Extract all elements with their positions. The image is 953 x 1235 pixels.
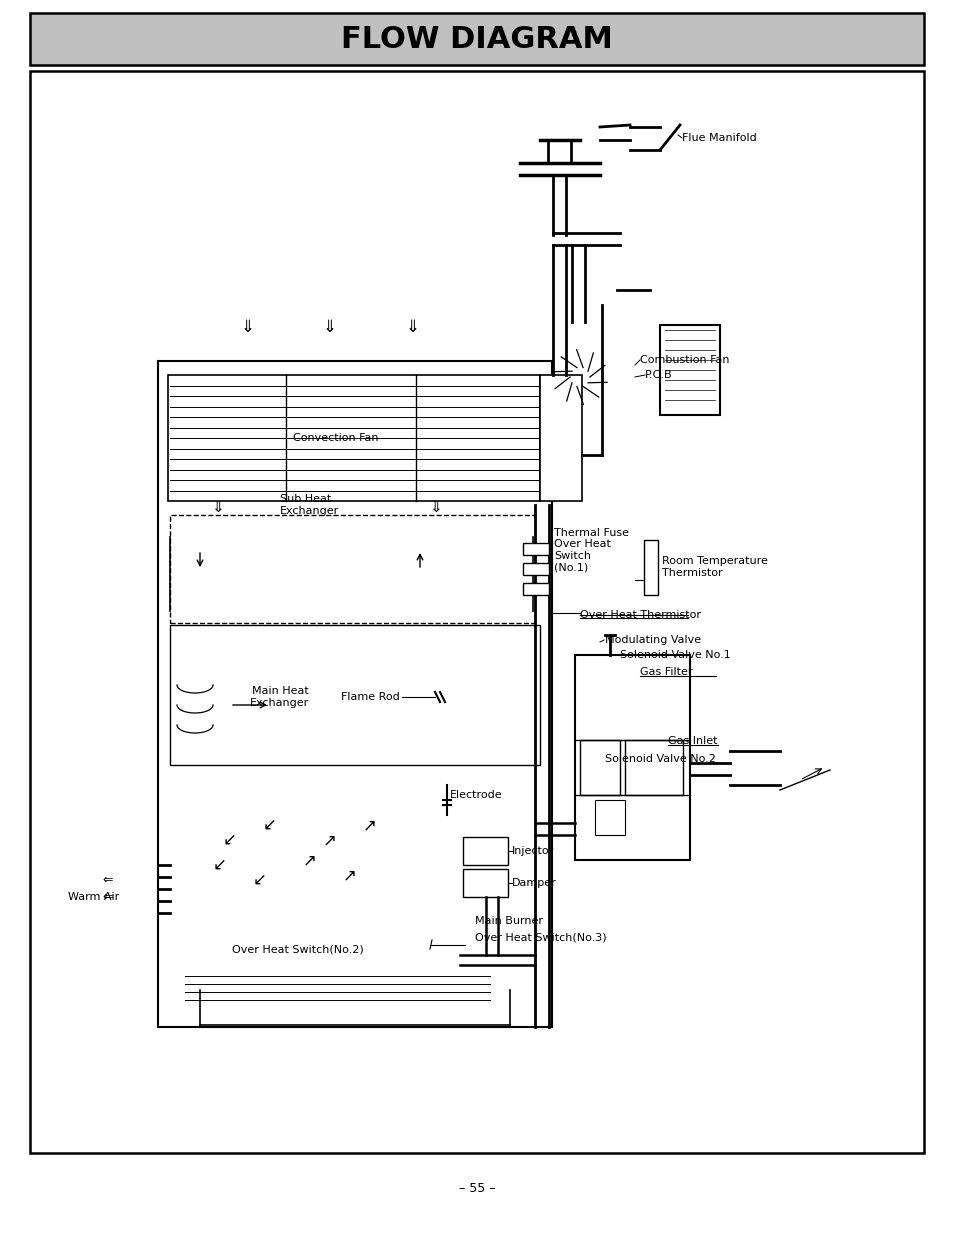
Bar <box>579 740 619 795</box>
Text: Gas Filter: Gas Filter <box>639 667 692 677</box>
Text: Solenoid Valve No.1: Solenoid Valve No.1 <box>619 650 730 659</box>
Circle shape <box>570 367 589 387</box>
Text: ↙: ↙ <box>253 871 267 889</box>
Text: ⇐: ⇐ <box>103 873 113 887</box>
Text: ⇓: ⇓ <box>241 317 254 336</box>
Text: ⇓: ⇓ <box>323 317 336 336</box>
Bar <box>170 625 539 764</box>
Text: ⇓: ⇓ <box>429 499 442 515</box>
Text: Solenoid Valve No.2: Solenoid Valve No.2 <box>604 755 715 764</box>
Text: – 55 –: – 55 – <box>458 1182 495 1194</box>
Text: ↗: ↗ <box>303 851 316 869</box>
Bar <box>575 655 689 860</box>
Circle shape <box>599 764 616 781</box>
Bar <box>462 869 507 897</box>
Text: Main Heat
Exchanger: Main Heat Exchanger <box>250 687 310 708</box>
Text: ⇐: ⇐ <box>103 890 113 904</box>
Bar <box>158 361 552 1028</box>
Bar <box>624 740 682 795</box>
Text: Sub Heat
Exchanger: Sub Heat Exchanger <box>280 494 339 516</box>
Text: Flame Rod: Flame Rod <box>341 692 399 701</box>
Text: ↗: ↗ <box>343 866 356 884</box>
Circle shape <box>524 322 635 432</box>
Text: ↗: ↗ <box>323 831 336 848</box>
Text: Injector: Injector <box>512 846 554 856</box>
Circle shape <box>549 347 610 408</box>
Bar <box>30 14 923 65</box>
Circle shape <box>639 763 659 783</box>
Bar <box>522 543 548 555</box>
Text: Gas Inlet: Gas Inlet <box>667 736 717 746</box>
Text: ↙: ↙ <box>213 856 227 874</box>
Text: Damper: Damper <box>512 878 557 888</box>
Bar <box>659 325 720 415</box>
Bar <box>643 540 658 595</box>
Text: Flue Manifold: Flue Manifold <box>681 133 756 143</box>
Bar <box>168 375 539 501</box>
Text: Electrode: Electrode <box>450 790 502 800</box>
Text: FLOW DIAGRAM: FLOW DIAGRAM <box>341 25 612 53</box>
Text: Over Heat Thermistor: Over Heat Thermistor <box>579 610 700 620</box>
Text: P.C.B: P.C.B <box>644 370 672 380</box>
Text: Combustion Fan: Combustion Fan <box>639 354 729 366</box>
Text: ↗: ↗ <box>363 816 376 834</box>
Text: Over Heat Switch(No.3): Over Heat Switch(No.3) <box>475 932 606 942</box>
Text: ⇓: ⇓ <box>406 317 419 336</box>
Bar <box>462 837 507 864</box>
Text: Room Temperature
Thermistor: Room Temperature Thermistor <box>661 556 767 578</box>
Bar <box>170 515 535 622</box>
Text: ⇓: ⇓ <box>212 499 224 515</box>
Text: Warm Air: Warm Air <box>68 892 119 902</box>
Text: Main Burner: Main Burner <box>475 916 542 926</box>
Bar <box>539 375 581 501</box>
Text: Convection Fan: Convection Fan <box>293 433 378 443</box>
Text: Over Heat Switch(No.2): Over Heat Switch(No.2) <box>232 944 363 953</box>
Bar <box>522 583 548 595</box>
Bar <box>595 800 624 835</box>
Text: ↙: ↙ <box>263 816 276 834</box>
Text: ↙: ↙ <box>223 831 236 848</box>
Bar <box>30 70 923 1153</box>
Text: Modulating Valve: Modulating Valve <box>604 635 700 645</box>
Text: Thermal Fuse
Over Heat
Switch
(No.1): Thermal Fuse Over Heat Switch (No.1) <box>554 527 628 572</box>
Bar <box>522 563 548 576</box>
